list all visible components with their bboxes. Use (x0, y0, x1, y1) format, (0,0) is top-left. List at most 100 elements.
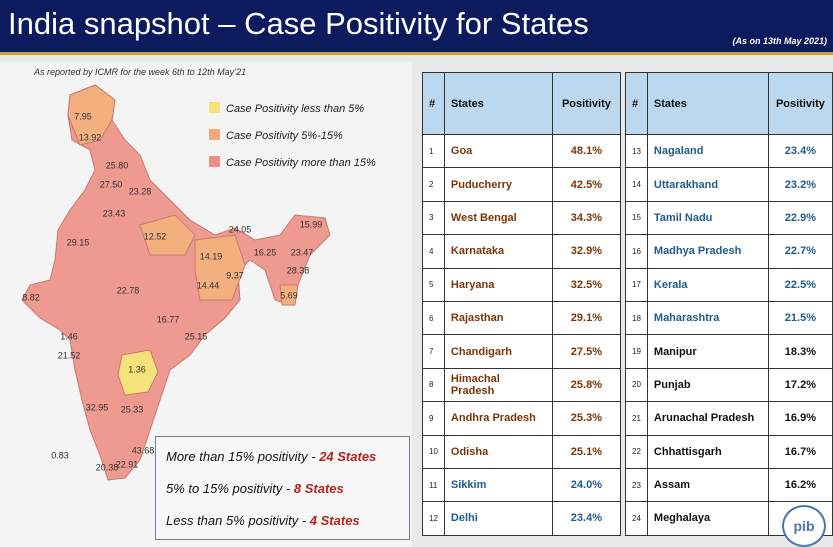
map-label: 22.78 (117, 285, 140, 295)
region-below-5 (117, 349, 159, 396)
table-row: 4 Karnataka 32.9% (422, 234, 621, 269)
table-row: 5 Haryana 32.5% (422, 267, 621, 302)
row-number: 8 (422, 367, 445, 403)
state-name: Meghalaya (646, 501, 769, 536)
map-label: 23.28 (129, 186, 152, 196)
map-label: 32.95 (86, 402, 109, 412)
map-label: 25.80 (106, 160, 129, 170)
state-name: Himachal Pradesh (443, 367, 553, 403)
positivity: 22.7% (767, 234, 833, 269)
table-row: 6 Rajasthan 29.1% (422, 300, 621, 336)
row-number: 9 (422, 401, 445, 436)
state-name: Haryana (443, 267, 553, 302)
state-name: Odisha (443, 434, 553, 469)
row-number: 13 (625, 133, 648, 169)
map-label: 25.15 (185, 331, 208, 341)
positivity: 16.9% (767, 401, 833, 436)
row-number: 3 (422, 200, 445, 236)
state-name: Maharashtra (646, 300, 769, 336)
positivity: 16.2% (767, 467, 833, 503)
row-number: 14 (625, 167, 648, 202)
table-row: 13 Nagaland 23.4% (625, 133, 833, 169)
header: India snapshot – Case Positivity for Sta… (0, 0, 833, 55)
map: 7.95 13.92 25.80 27.50 23.28 23.43 29.15 12.52 1… (21, 84, 331, 481)
row-number: 22 (625, 434, 648, 469)
positivity: 23.4% (551, 501, 621, 536)
positivity: 17.2% (767, 367, 833, 403)
positivity: 21.5% (767, 300, 833, 336)
positivity: 48.1% (551, 133, 621, 169)
summary-box: More than 15% positivity - 24 States 5% t… (155, 436, 410, 540)
state-name: Puducherry (443, 167, 553, 202)
table-row: 7 Chandigarh 27.5% (422, 334, 621, 369)
row-number: 1 (422, 133, 445, 169)
state-name: Rajasthan (443, 300, 553, 336)
column-header: Positivity (551, 72, 621, 135)
map-label: 23.47 (291, 247, 314, 257)
table-row: 9 Andhra Pradesh 25.3% (422, 401, 621, 436)
table-row: 22 Chhattisgarh 16.7% (625, 434, 833, 469)
map-label: 9.37 (226, 270, 244, 280)
state-name: Manipur (646, 334, 769, 369)
region-5-15 (67, 84, 116, 146)
table-row: 23 Assam 16.2% (625, 467, 833, 503)
positivity: 16.7% (767, 434, 833, 469)
positivity: 42.5% (551, 167, 621, 202)
positivity: 24.0% (551, 467, 621, 503)
map-label: 5.69 (280, 290, 298, 300)
state-name: Tamil Nadu (646, 200, 769, 236)
date: (As on 13th May 2021) (732, 36, 827, 46)
row-number: 20 (625, 367, 648, 403)
summary-text: Less than 5% positivity - (166, 513, 310, 528)
table-row: 11 Sikkim 24.0% (422, 467, 621, 503)
table-row: 15 Tamil Nadu 22.9% (625, 200, 833, 236)
state-name: Kerala (646, 267, 769, 302)
table-row: 21 Arunachal Pradesh 16.9% (625, 401, 833, 436)
map-label: 16.77 (157, 314, 180, 324)
positivity: 29.1% (551, 300, 621, 336)
map-label: 20.38 (96, 462, 119, 472)
region-5-15 (279, 284, 299, 306)
map-label: 24.05 (229, 224, 252, 234)
column-header: # (422, 72, 445, 135)
table-row: 17 Kerala 22.5% (625, 267, 833, 302)
positivity: 25.3% (551, 401, 621, 436)
map-label: 43.68 (132, 445, 155, 455)
state-name: Assam (646, 467, 769, 503)
summary-count: 4 States (309, 513, 360, 528)
map-label: 14.44 (197, 280, 220, 290)
map-label: 8.82 (22, 292, 40, 302)
table-row: 18 Maharashtra 21.5% (625, 300, 833, 336)
column-header: Positivity (767, 72, 833, 135)
map-label: 1.46 (60, 331, 78, 341)
title: India snapshot – Case Positivity for Sta… (8, 6, 589, 41)
map-label: 16.25 (254, 247, 277, 257)
row-number: 19 (625, 334, 648, 369)
summary-line: More than 15% positivity - 24 States (166, 449, 376, 464)
positivity: 32.5% (551, 267, 621, 302)
summary-count: 24 States (319, 449, 377, 464)
row-number: 17 (625, 267, 648, 302)
state-name: Sikkim (443, 467, 553, 503)
summary-text: More than 15% positivity - (166, 449, 320, 464)
row-number: 2 (422, 167, 445, 202)
region-5-15 (139, 214, 196, 256)
table-row: 14 Uttarakhand 23.2% (625, 167, 833, 202)
state-name: Madhya Pradesh (646, 234, 769, 269)
positivity: 22.5% (767, 267, 833, 302)
row-number: 6 (422, 300, 445, 336)
map-label: 0.83 (51, 450, 69, 460)
legend-swatch (209, 129, 220, 140)
state-name: Punjab (646, 367, 769, 403)
legend-swatch (209, 102, 220, 113)
table-row: 1 Goa 48.1% (422, 133, 621, 169)
state-name: Karnataka (443, 234, 553, 269)
row-number: 16 (625, 234, 648, 269)
state-name: Delhi (443, 501, 553, 536)
map-label: 23.43 (103, 208, 126, 218)
row-number: 15 (625, 200, 648, 236)
row-number: 12 (422, 501, 445, 536)
map-label: 22.91 (116, 459, 139, 469)
state-name: Nagaland (646, 133, 769, 169)
region-5-15 (194, 234, 246, 301)
